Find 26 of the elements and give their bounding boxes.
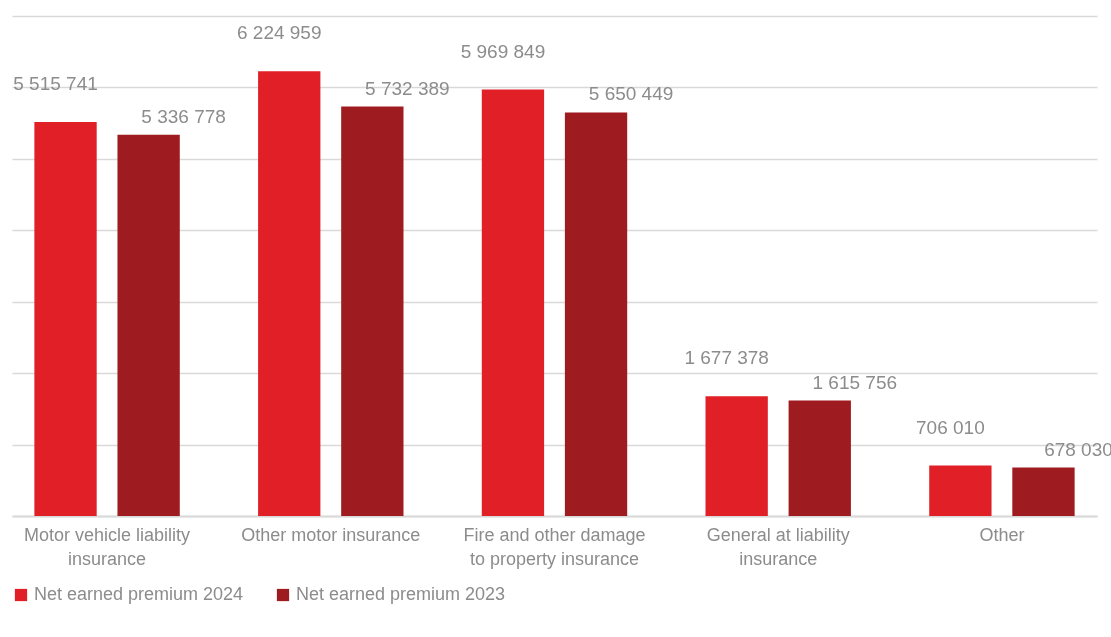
data-label: 5 732 389 bbox=[365, 77, 450, 99]
x-tick-label: General at liability insurance bbox=[706, 524, 850, 569]
data-label: 5 650 449 bbox=[588, 83, 674, 105]
data-label: 1 615 756 bbox=[812, 371, 898, 393]
legend-label: Net earned premium 2023 bbox=[296, 584, 506, 604]
bar bbox=[705, 396, 768, 516]
data-label: 1 677 378 bbox=[684, 347, 769, 369]
bar bbox=[258, 71, 321, 516]
bar bbox=[117, 134, 180, 516]
bar bbox=[34, 122, 97, 516]
data-label: 5 969 849 bbox=[460, 40, 546, 62]
bar bbox=[481, 89, 545, 516]
x-tick-label: Other motor insurance bbox=[241, 524, 421, 545]
bar bbox=[788, 400, 851, 516]
data-label: 706 010 bbox=[916, 416, 985, 438]
x-tick-label: Motor vehicle liability insurance bbox=[24, 524, 191, 569]
data-label: 6 224 959 bbox=[236, 22, 322, 44]
legend-label: Net earned premium 2024 bbox=[34, 584, 244, 604]
data-label: 5 336 778 bbox=[141, 105, 226, 127]
x-tick-label: Other bbox=[979, 524, 1025, 545]
bar bbox=[929, 465, 992, 516]
x-tick-label: Fire and other damage to property insurance bbox=[463, 524, 646, 569]
data-label: 5 515 741 bbox=[13, 73, 98, 95]
bar bbox=[341, 106, 404, 516]
bar bbox=[1012, 467, 1075, 516]
bar bbox=[564, 112, 628, 516]
